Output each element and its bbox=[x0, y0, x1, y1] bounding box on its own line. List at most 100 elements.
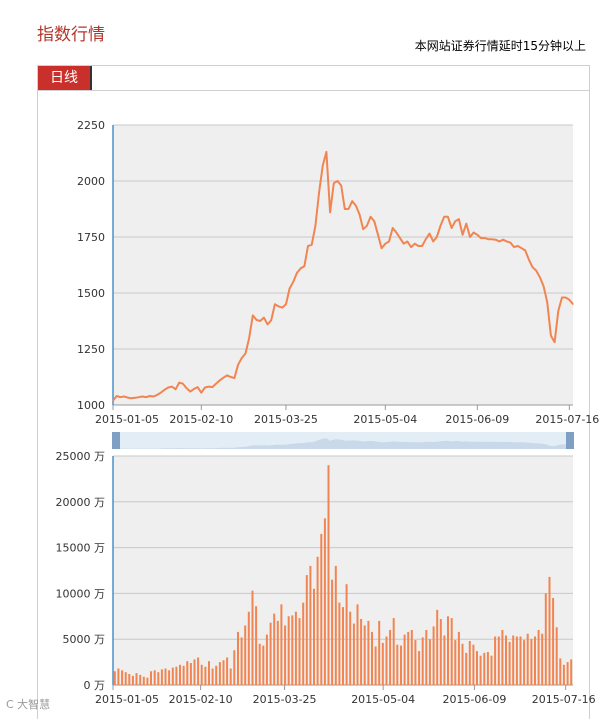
price-point bbox=[502, 239, 504, 241]
volume-bar bbox=[570, 659, 573, 685]
volume-x-tick-label: 2015-06-09 bbox=[442, 693, 506, 706]
price-y-tick-label: 1750 bbox=[77, 231, 105, 244]
price-point bbox=[138, 396, 140, 398]
volume-y-tick-label: 0 万 bbox=[84, 679, 106, 692]
volume-bar bbox=[327, 465, 330, 685]
price-point bbox=[281, 307, 283, 309]
price-point bbox=[473, 231, 475, 234]
watermark-logo: C 大智慧 bbox=[6, 698, 51, 711]
price-point bbox=[292, 281, 294, 283]
volume-bar bbox=[403, 634, 406, 685]
price-point bbox=[359, 214, 361, 216]
price-line-chart: 1000 1250 1500 1750 2000 2250 2015-01-05 2015-0… bbox=[77, 119, 599, 426]
navigator-right-handle bbox=[566, 432, 574, 449]
price-point bbox=[550, 335, 552, 337]
price-point bbox=[163, 389, 166, 391]
volume-bar bbox=[157, 672, 160, 685]
price-point bbox=[267, 323, 269, 325]
volume-bar bbox=[233, 650, 236, 685]
price-point bbox=[554, 341, 556, 343]
price-point bbox=[325, 151, 327, 153]
volume-bar bbox=[189, 663, 192, 685]
volume-bar bbox=[142, 676, 145, 685]
price-point bbox=[373, 220, 375, 222]
price-point bbox=[565, 296, 567, 299]
volume-bar bbox=[374, 646, 377, 685]
price-point bbox=[252, 314, 254, 316]
volume-bar bbox=[519, 636, 522, 685]
volume-y-tick-label: 25000 万 bbox=[56, 450, 106, 463]
volume-bar bbox=[334, 565, 337, 685]
volume-bar bbox=[400, 645, 402, 685]
price-point bbox=[392, 227, 394, 229]
price-point bbox=[141, 395, 143, 398]
price-point bbox=[134, 397, 136, 399]
volume-bar bbox=[436, 609, 439, 685]
volume-bar bbox=[280, 604, 283, 685]
price-series-line bbox=[112, 150, 574, 402]
price-point bbox=[259, 320, 261, 322]
volume-bar bbox=[211, 668, 214, 685]
volume-bar bbox=[186, 661, 189, 685]
volume-bar bbox=[153, 670, 156, 685]
volume-bar bbox=[175, 666, 178, 685]
volume-bar bbox=[439, 619, 442, 685]
volume-bar bbox=[534, 636, 536, 685]
price-point bbox=[211, 386, 213, 388]
price-point bbox=[263, 317, 265, 319]
volume-bar bbox=[150, 671, 152, 685]
volume-bar bbox=[515, 636, 518, 685]
price-point bbox=[439, 225, 442, 227]
price-point bbox=[428, 233, 431, 235]
volume-bar bbox=[544, 593, 547, 685]
price-point bbox=[278, 305, 280, 307]
price-point bbox=[197, 386, 199, 388]
price-point bbox=[443, 216, 445, 218]
volume-bar bbox=[218, 662, 221, 685]
price-point bbox=[333, 182, 335, 184]
price-point bbox=[215, 383, 217, 385]
volume-bar bbox=[541, 633, 544, 685]
volume-bar bbox=[457, 631, 460, 685]
price-point bbox=[557, 310, 559, 312]
volume-bar bbox=[197, 657, 200, 685]
price-point bbox=[156, 394, 158, 396]
price-point bbox=[193, 388, 195, 390]
volume-bar bbox=[410, 630, 413, 685]
price-point bbox=[152, 395, 155, 398]
volume-bar bbox=[226, 657, 229, 685]
price-y-tick-label: 1250 bbox=[77, 343, 105, 356]
price-point bbox=[447, 216, 449, 218]
tab-daily[interactable]: 日线 bbox=[38, 66, 92, 90]
price-y-tick-label: 1500 bbox=[77, 287, 105, 300]
price-point bbox=[572, 303, 574, 305]
volume-bar bbox=[342, 607, 344, 685]
volume-bar bbox=[494, 636, 497, 685]
price-point bbox=[454, 220, 456, 222]
volume-bar bbox=[215, 665, 218, 685]
price-point bbox=[377, 234, 379, 236]
volume-y-tick-label: 20000 万 bbox=[56, 496, 106, 509]
volume-bar bbox=[360, 619, 363, 685]
range-navigator[interactable] bbox=[112, 432, 574, 449]
price-point bbox=[524, 249, 526, 251]
price-point bbox=[465, 223, 467, 225]
volume-bar bbox=[309, 565, 312, 685]
price-point bbox=[491, 238, 493, 240]
price-point bbox=[535, 270, 537, 272]
price-point bbox=[388, 240, 390, 243]
price-plot-area bbox=[113, 125, 573, 405]
volume-bar bbox=[378, 620, 381, 685]
volume-bar bbox=[381, 642, 384, 685]
price-point bbox=[307, 245, 309, 247]
price-point bbox=[484, 237, 486, 239]
price-point bbox=[425, 238, 427, 240]
price-y-tick-label: 2250 bbox=[77, 119, 105, 132]
price-point bbox=[178, 382, 180, 384]
price-point bbox=[498, 240, 500, 243]
price-point bbox=[458, 218, 460, 220]
volume-bar bbox=[421, 637, 424, 685]
price-point bbox=[329, 211, 331, 213]
volume-bar bbox=[121, 670, 124, 685]
